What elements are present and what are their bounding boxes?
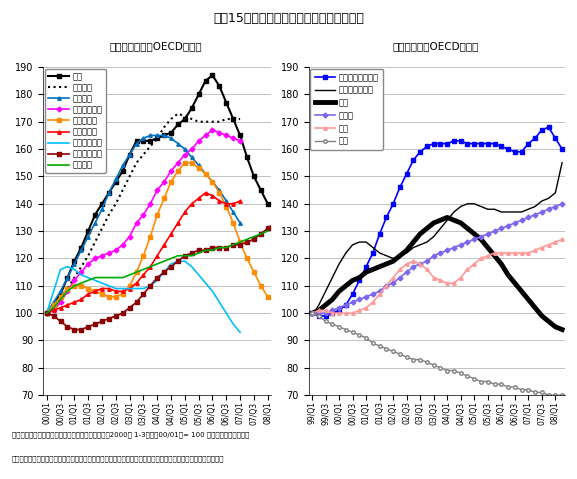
- Legend: 英国, フランス, スペイン, スウェーデン, デンマーク, ノルウェー, アイルランド, フィンランド, オランダ: 英国, フランス, スペイン, スウェーデン, デンマーク, ノルウェー, アイ…: [45, 68, 106, 173]
- Text: （注）住宅価格（指数）を消費者物価で除した後、2000年 1-3月期（00/01）= 100 となるように指数化。: （注）住宅価格（指数）を消費者物価で除した後、2000年 1-3月期（00/01…: [12, 431, 249, 438]
- Text: （資料）日本のみ住宅地値（不動産経済研究所）、他は各国政府統計（住宅価格、消費者物価）に基づいて作成: （資料）日本のみ住宅地値（不動産経済研究所）、他は各国政府統計（住宅価格、消費者…: [12, 455, 224, 462]
- Text: （環太平洋のOECD諸国）: （環太平洋のOECD諸国）: [392, 41, 479, 51]
- Text: 主要15カ国の実質ベースの住宅価格の推移: 主要15カ国の実質ベースの住宅価格の推移: [213, 12, 364, 25]
- Legend: ニュージーランド, オーストラリア, 米国, カナダ, 韓国, 日本: ニュージーランド, オーストラリア, 米国, カナダ, 韓国, 日本: [310, 68, 383, 150]
- Text: （ヨーロッパのOECD諸国）: （ヨーロッパのOECD諸国）: [110, 41, 202, 51]
